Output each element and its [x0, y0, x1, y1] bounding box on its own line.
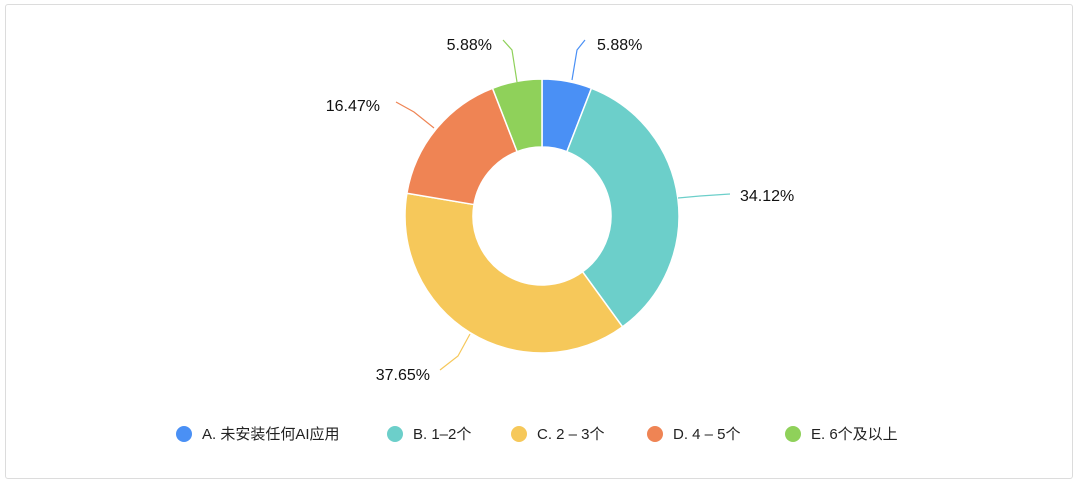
data-label-e: 5.88% — [447, 37, 492, 54]
data-label-a: 5.88% — [597, 37, 642, 54]
legend-marker-b[interactable] — [387, 426, 403, 442]
legend-marker-e[interactable] — [785, 426, 801, 442]
legend-label-b[interactable]: B. 1–2个 — [413, 426, 471, 443]
data-label-b: 34.12% — [740, 188, 794, 205]
leader-line-group — [395, 39, 731, 371]
slice-b — [565, 87, 680, 328]
legend-label-a[interactable]: A. 未安装任何AI应用 — [202, 425, 340, 443]
legend: A. 未安装任何AI应用 B. 1–2个 C. 2 – 3个 D. 4 – 5个 E. … — [176, 425, 898, 443]
legend-marker-d[interactable] — [647, 426, 663, 442]
legend-label-e[interactable]: E. 6个及以上 — [811, 426, 898, 443]
legend-label-d[interactable]: D. 4 – 5个 — [673, 426, 741, 443]
slice-c — [404, 192, 624, 354]
legend-label-c[interactable]: C. 2 – 3个 — [537, 426, 605, 443]
legend-marker-c[interactable] — [511, 426, 527, 442]
slice-e — [491, 78, 543, 153]
legend-marker-a[interactable] — [176, 426, 192, 442]
data-label-c: 37.65% — [376, 367, 430, 384]
data-label-group: 5.88% 34.12% 37.65% 16.47% 5.88% — [326, 37, 795, 384]
leader-line-c — [439, 333, 471, 371]
leader-line-e — [502, 39, 518, 83]
leader-line-a — [571, 39, 586, 81]
slice-group — [404, 78, 680, 354]
data-label-d: 16.47% — [326, 98, 380, 115]
leader-line-d — [395, 101, 435, 129]
leader-line-b — [677, 193, 731, 199]
